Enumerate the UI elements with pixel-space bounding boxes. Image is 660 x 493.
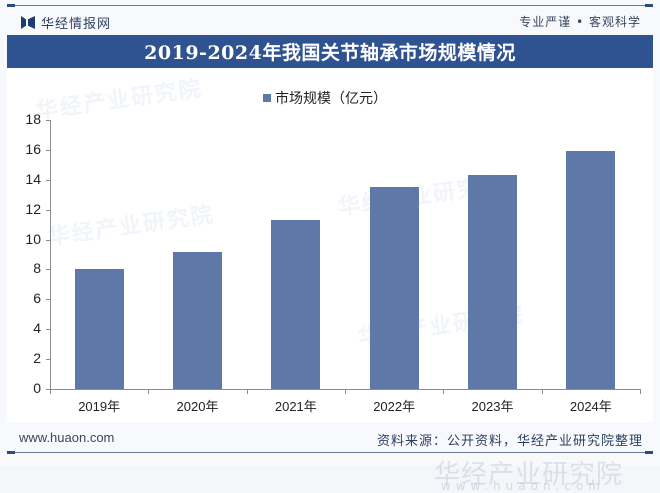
x-tick xyxy=(50,389,51,394)
footer: www.huaon.com 资料来源：公开资料，华经产业研究院整理 xyxy=(7,422,653,452)
x-tick xyxy=(246,389,248,394)
chart-area: 华经产业研究院 华经产业研究院 华经产业研究院 华经产业研究院 市场规模（亿元）… xyxy=(7,68,653,493)
y-axis xyxy=(50,120,51,389)
legend: 市场规模（亿元） xyxy=(263,88,387,108)
watermark: 华经产业研究院 xyxy=(46,202,217,251)
top-divider-cap-right xyxy=(645,4,653,7)
x-tick-label: 2024年 xyxy=(569,399,612,414)
logo-icon xyxy=(21,16,35,29)
bar-2023年 xyxy=(468,175,517,389)
x-tick xyxy=(148,389,150,394)
y-tick xyxy=(46,179,50,181)
x-tick-label: 2022年 xyxy=(373,399,416,414)
y-tick-label: 10 xyxy=(25,230,41,247)
legend-swatch xyxy=(263,94,271,102)
x-tick xyxy=(443,389,445,394)
logo-text: 华经情报网 xyxy=(41,17,112,32)
y-tick xyxy=(46,120,50,121)
x-tick xyxy=(541,389,543,394)
y-tick xyxy=(46,269,50,271)
title-bar: 2019-2024年我国关节轴承市场规模情况 xyxy=(7,35,653,68)
bar-2022年 xyxy=(369,187,419,389)
y-tick-label: 8 xyxy=(33,260,41,277)
x-tick-label: 2021年 xyxy=(274,399,317,414)
legend-label: 市场规模（亿元） xyxy=(275,91,387,107)
logo: 华经情报网 xyxy=(21,13,111,32)
y-tick-label: 12 xyxy=(25,200,41,217)
bar-2021年 xyxy=(271,220,321,389)
y-tick xyxy=(46,209,50,211)
y-tick xyxy=(46,329,50,331)
top-divider-cap-left xyxy=(7,4,15,7)
y-tick-label: 0 xyxy=(33,380,41,396)
chart-title: 2019-2024年我国关节轴承市场规模情况 xyxy=(144,42,516,64)
x-tick-label: 2023年 xyxy=(471,399,514,414)
y-tick-label: 14 xyxy=(25,170,41,187)
bar-2024年 xyxy=(566,151,616,389)
y-tick-label: 2 xyxy=(33,350,41,367)
y-tick xyxy=(46,239,50,241)
bottom-divider xyxy=(7,452,653,453)
bar-2019年 xyxy=(74,269,124,389)
slogan: 专业严谨 • 客观科学 xyxy=(519,15,641,29)
y-tick-label: 16 xyxy=(25,140,41,157)
watermark: 华经产业研究院 xyxy=(34,76,205,125)
header: 华经情报网 专业严谨 • 客观科学 xyxy=(7,7,653,35)
y-tick-label: 4 xyxy=(33,320,41,337)
x-tick-label: 2020年 xyxy=(176,399,219,414)
source-note: 资料来源：公开资料，华经产业研究院整理 xyxy=(376,434,643,449)
corner-watermark-url: www.huaon.com xyxy=(440,479,605,493)
x-tick-label: 2019年 xyxy=(78,399,121,414)
y-tick xyxy=(46,299,50,301)
bar-2020年 xyxy=(173,251,222,389)
bottom-divider-cap-left xyxy=(7,451,15,454)
footer-url: www.huaon.com xyxy=(19,430,115,445)
x-tick xyxy=(345,389,346,394)
top-divider xyxy=(7,5,653,6)
bottom-divider-cap-right xyxy=(645,451,653,454)
y-tick xyxy=(46,389,50,390)
y-tick-label: 6 xyxy=(33,290,41,307)
x-tick xyxy=(640,389,641,394)
y-tick xyxy=(46,359,50,361)
y-tick-label: 18 xyxy=(25,111,41,127)
y-tick xyxy=(46,149,50,151)
